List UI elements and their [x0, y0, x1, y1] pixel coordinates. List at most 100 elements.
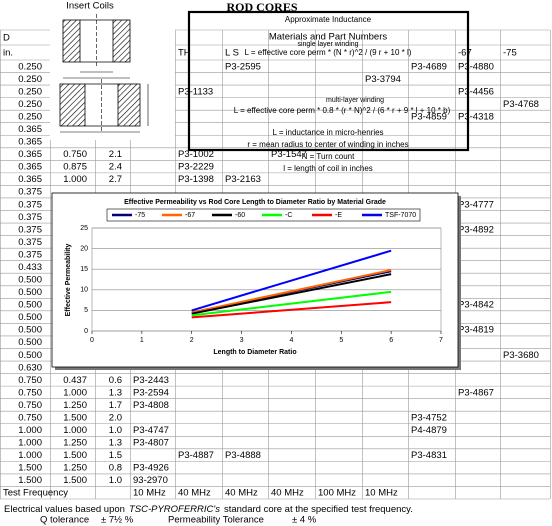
table-cell: 1.500	[18, 463, 42, 474]
table-cell: P3-1133	[178, 86, 213, 97]
table-cell: 1.500	[63, 475, 87, 486]
table-cell: 0.750	[18, 400, 42, 411]
inductance-box: Approximate Inductance Materials and Par…	[187, 10, 470, 173]
table-cell: 0.375	[18, 199, 42, 210]
table-cell: P3-2443	[133, 375, 169, 386]
table-cell: 1.000	[18, 425, 42, 436]
series-line	[191, 290, 392, 317]
note-brand: TSC-PYROFERRIC's	[129, 504, 220, 515]
series-line	[191, 301, 392, 319]
table-cell: P3-4842	[458, 300, 494, 311]
table-cell: 10 MHz	[133, 488, 166, 499]
box-label: multi-layer winding	[326, 97, 384, 104]
table-cell: P3-4926	[133, 463, 169, 474]
box-legend: r = mean radius to center of winding in …	[247, 140, 408, 149]
table-cell: 1.250	[63, 400, 87, 411]
table-cell: -67	[458, 48, 472, 59]
page-title: ROD CORES	[226, 0, 297, 14]
table-cell: P3-4752	[411, 412, 447, 423]
box-legend: N = Turn count	[302, 152, 355, 161]
table-cell: 1.5	[109, 450, 122, 461]
x-axis-label: Length to Diameter Ratio	[213, 349, 296, 356]
table-cell: 0.365	[18, 124, 42, 135]
table-cell: P3-4819	[458, 325, 494, 336]
table-cell: 1.0	[109, 475, 122, 486]
table-cell: 0.500	[18, 287, 42, 298]
table-cell: 0.433	[18, 262, 42, 273]
perm-tolerance-value: ± 4 %	[292, 515, 317, 526]
table-cell: 0.250	[18, 86, 42, 97]
table-cell: 0.500	[18, 275, 42, 286]
table-cell: 0.437	[63, 375, 87, 386]
table-cell: 1.3	[109, 438, 122, 449]
table-cell: P3-4867	[458, 387, 494, 398]
table-cell: P3-2594	[133, 387, 169, 398]
table-cell: 0.750	[18, 387, 42, 398]
table-cell: 0.500	[18, 350, 42, 361]
footer-note: Electrical values based upon TSC-PYROFERR…	[4, 504, 413, 515]
table-cells: Din. TH L S -67 -75 0.250 P3-2595 P3-4689 P3-488…	[3, 33, 539, 499]
table-cell: 0.250	[18, 111, 42, 122]
table-cell: 1.500	[63, 450, 87, 461]
q-tolerance-label: Q tolerance	[40, 515, 89, 526]
perm-tolerance-label: Permeability Tolerance	[168, 515, 264, 526]
table-cell: P3-3794	[365, 74, 401, 85]
table-cell: P3-4318	[458, 111, 494, 122]
table-cell: P3-1002	[178, 149, 214, 160]
box-label: single layer winding	[297, 41, 358, 48]
table-cell: P3-4456	[458, 86, 494, 97]
y-tick-label: 25	[80, 225, 88, 232]
table-cell: 0.750	[63, 149, 87, 160]
table-cell: 0.875	[63, 162, 87, 173]
table-cell: P3-4747	[133, 425, 169, 436]
table-cell: 1.250	[63, 438, 87, 449]
coil-drawing	[50, 12, 175, 140]
table-cell: 0.250	[18, 74, 42, 85]
table-cell: TH	[178, 48, 191, 59]
chart: Effective Permeability vs Rod Core Lengt…	[51, 192, 461, 370]
box-legend: l = length of coil in inches	[283, 164, 373, 173]
table-cell: 1.000	[63, 387, 87, 398]
series-line	[191, 273, 392, 315]
table-cell: 2.7	[109, 174, 122, 185]
coil-title: Insert Coils	[66, 1, 114, 12]
table-cell: 0.365	[18, 162, 42, 173]
table-cell: P3-2163	[225, 174, 261, 185]
table-cell: 1.000	[63, 425, 87, 436]
table-cell: in.	[3, 48, 13, 59]
table-cell: P3-4892	[458, 224, 494, 235]
table-cell: 0.375	[18, 224, 42, 235]
table-cell: 0.500	[18, 312, 42, 323]
table-cell: 2.4	[109, 162, 122, 173]
note-text: Electrical values based upon	[4, 504, 125, 515]
x-tick-label: 0	[90, 337, 94, 344]
legend-label: -67	[185, 212, 195, 219]
table-cell: P4-4879	[411, 425, 447, 436]
table-cell: P3-2229	[178, 162, 214, 173]
table-cell: 40 MHz	[178, 488, 211, 499]
legend-label: -E	[335, 212, 342, 219]
table-cell: 0.750	[18, 375, 42, 386]
legend-label: -60	[235, 212, 245, 219]
table-cell: P3-1398	[178, 174, 214, 185]
x-tick-label: 5	[339, 337, 343, 344]
q-tolerance-value: ± 7½ %	[101, 515, 134, 526]
series-line	[191, 249, 392, 312]
table-cell: L S	[225, 48, 239, 59]
table-cell: 0.375	[18, 237, 42, 248]
x-tick-label: 1	[140, 337, 144, 344]
note-text: standard core at the specified test freq…	[224, 504, 413, 515]
table-cell: 1.000	[63, 174, 87, 185]
table-cell: 1.250	[63, 463, 87, 474]
table-cell: 2.0	[109, 412, 122, 423]
table-cell: P3-4831	[411, 450, 447, 461]
table-cell: 0.365	[18, 149, 42, 160]
table-cell: 0.375	[18, 187, 42, 198]
table-cell: P3-4807	[133, 438, 169, 449]
table-cell: 0.500	[18, 337, 42, 348]
box-subtitle: Materials and Part Numbers	[269, 32, 388, 43]
table-cell: 0.375	[18, 249, 42, 260]
y-tick-label: 5	[84, 307, 88, 314]
table-cell: 0.250	[18, 99, 42, 110]
table-cell: 0.500	[18, 300, 42, 311]
